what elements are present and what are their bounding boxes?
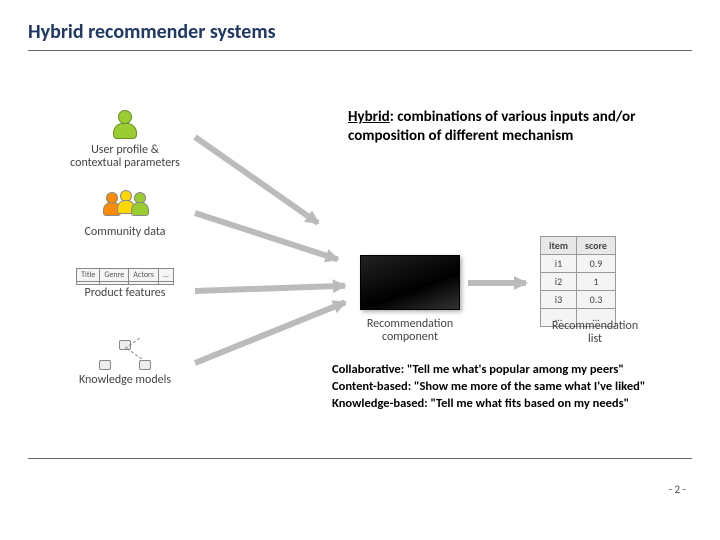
community-icon: [100, 190, 150, 224]
arrow-knowledge-to-box: [194, 300, 346, 366]
product-features-table: TitleGenreActors...: [76, 268, 174, 285]
knowledge-model-icon: [95, 340, 155, 372]
input-community: Community data: [40, 190, 210, 239]
output-header: score: [576, 237, 615, 255]
recommendation-list-label: Recommendation list: [540, 320, 650, 346]
output-header: item: [541, 237, 577, 255]
arrow-user-to-box: [193, 135, 319, 226]
product-col: ...: [158, 269, 173, 282]
input-knowledge-label: Knowledge models: [40, 374, 210, 387]
methods-description: Collaborative: "Tell me what's popular a…: [332, 362, 682, 413]
table-row: i10.9: [541, 255, 616, 273]
arrow-product-to-box: [195, 283, 345, 294]
product-col: Title: [77, 269, 100, 282]
table-row: i21: [541, 273, 616, 291]
slide-title: Hybrid recommender systems: [28, 20, 692, 44]
recommendation-component-box: [360, 255, 460, 310]
recommendation-component-label: Recommendation component: [340, 318, 480, 344]
title-rule: [28, 50, 692, 51]
input-knowledge: Knowledge models: [40, 340, 210, 387]
input-product-features: TitleGenreActors... Product features: [40, 268, 210, 300]
input-user-profile: User profile & contextual parameters: [40, 110, 210, 170]
input-community-label: Community data: [40, 226, 210, 239]
product-col: Genre: [100, 269, 129, 282]
input-product-label: Product features: [40, 287, 210, 300]
product-col: Actors: [129, 269, 159, 282]
input-user-label: User profile & contextual parameters: [40, 144, 210, 170]
arrow-box-to-output: [468, 280, 526, 286]
page-number: - 2 -: [669, 483, 686, 496]
user-icon: [109, 110, 141, 142]
bottom-rule: [28, 458, 692, 459]
recommendation-list-table: itemscore i10.9i21i30.3......: [540, 236, 616, 327]
table-row: i30.3: [541, 291, 616, 309]
